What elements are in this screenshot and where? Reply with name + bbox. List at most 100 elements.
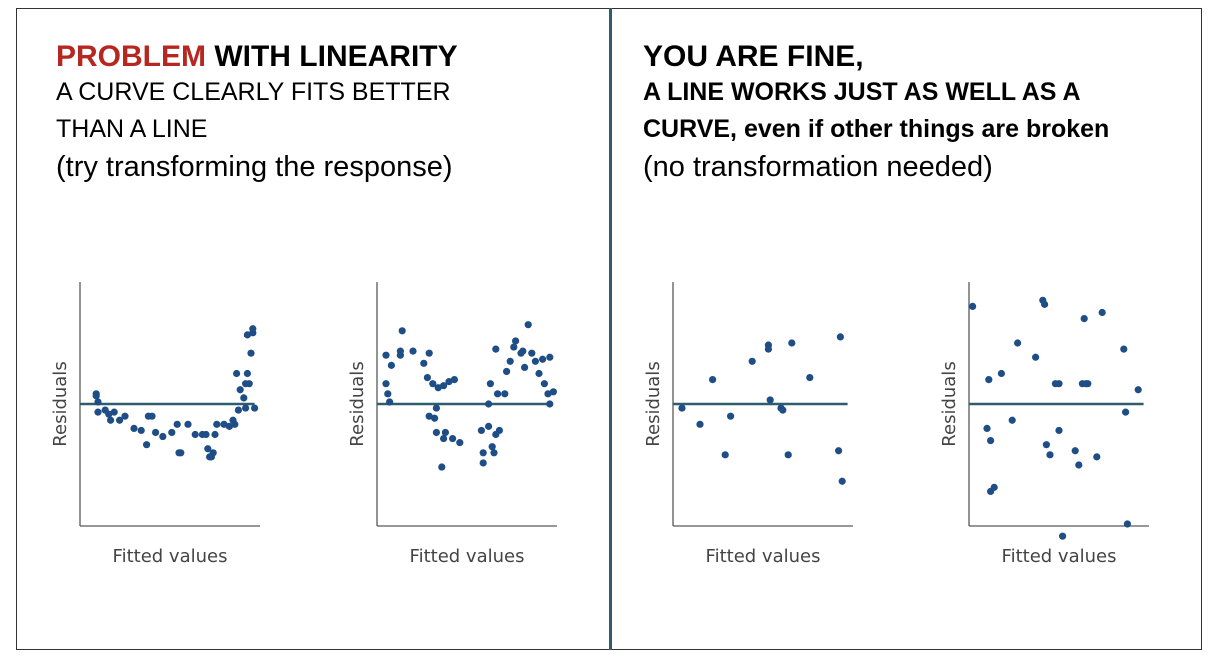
data-point bbox=[1120, 345, 1128, 353]
data-point bbox=[236, 386, 244, 394]
data-point bbox=[546, 400, 554, 408]
data-point bbox=[1055, 380, 1063, 388]
data-point bbox=[94, 408, 102, 416]
data-point bbox=[168, 428, 176, 437]
data-point bbox=[440, 382, 448, 390]
right-subtitle-line-1: A LINE WORKS JUST AS WELL AS A bbox=[643, 78, 1081, 106]
data-point bbox=[1134, 386, 1142, 394]
data-point bbox=[213, 420, 221, 428]
data-point bbox=[159, 432, 167, 441]
data-point bbox=[209, 449, 217, 457]
data-point bbox=[764, 341, 772, 349]
data-point bbox=[696, 420, 704, 428]
data-point bbox=[477, 426, 485, 435]
data-point bbox=[231, 420, 239, 428]
data-point bbox=[449, 434, 457, 443]
data-point bbox=[1032, 353, 1040, 361]
y-axis-label: Residuals bbox=[939, 361, 960, 446]
data-point bbox=[456, 439, 464, 447]
left-heading: PROBLEM WITH LINEARITY A CURVE CLEARLY F… bbox=[56, 40, 458, 186]
data-point bbox=[490, 449, 498, 457]
x-axis-label: Fitted values bbox=[410, 546, 525, 567]
data-point bbox=[130, 424, 138, 432]
data-point bbox=[1071, 447, 1079, 455]
data-point bbox=[1008, 416, 1016, 424]
left-title-rest: WITH LINEARITY bbox=[206, 40, 458, 73]
data-point bbox=[429, 380, 437, 388]
data-point bbox=[540, 380, 548, 388]
x-axis-label: Fitted values bbox=[706, 546, 821, 567]
data-point bbox=[143, 441, 151, 449]
data-point bbox=[539, 355, 547, 363]
data-point bbox=[990, 483, 998, 491]
data-point bbox=[969, 302, 977, 310]
data-point bbox=[177, 449, 185, 457]
data-point bbox=[173, 420, 181, 428]
left-title: PROBLEM WITH LINEARITY bbox=[56, 40, 458, 74]
data-point bbox=[220, 420, 228, 428]
data-point bbox=[488, 443, 496, 451]
data-point bbox=[184, 420, 192, 428]
data-point bbox=[1080, 315, 1088, 323]
data-point bbox=[788, 339, 796, 347]
chart-flat-residuals-1: Residuals Fitted values bbox=[643, 282, 853, 567]
data-point bbox=[107, 416, 115, 424]
data-point bbox=[1014, 339, 1022, 347]
data-point bbox=[985, 376, 993, 384]
panel-divider bbox=[609, 8, 612, 650]
data-point bbox=[398, 327, 406, 335]
data-point bbox=[519, 347, 527, 355]
data-point bbox=[387, 361, 395, 369]
data-point bbox=[441, 428, 449, 437]
data-point bbox=[1122, 408, 1130, 416]
data-point bbox=[382, 351, 390, 359]
data-point bbox=[501, 390, 509, 398]
data-point bbox=[766, 396, 774, 404]
data-point bbox=[997, 369, 1005, 378]
data-point bbox=[479, 449, 487, 457]
data-point bbox=[983, 424, 991, 432]
data-point bbox=[152, 428, 160, 437]
data-point bbox=[524, 321, 532, 329]
data-point bbox=[521, 363, 529, 371]
data-point bbox=[486, 380, 494, 388]
data-point bbox=[234, 406, 242, 414]
data-point bbox=[432, 404, 440, 412]
right-subtitle-line-2: CURVE, even if other things are broken bbox=[643, 115, 1110, 143]
data-point bbox=[245, 380, 253, 388]
data-point bbox=[432, 428, 440, 437]
data-point bbox=[1041, 300, 1049, 308]
data-point bbox=[779, 406, 787, 414]
data-point bbox=[510, 343, 518, 351]
data-point bbox=[1059, 532, 1067, 540]
data-point bbox=[105, 410, 113, 418]
data-point bbox=[678, 404, 686, 412]
x-axis-label: Fitted values bbox=[113, 546, 228, 567]
chart-flat-residuals-2: Residuals Fitted values bbox=[939, 282, 1149, 567]
right-heading: YOU ARE FINE, A LINE WORKS JUST AS WELL … bbox=[643, 40, 1109, 186]
data-point bbox=[535, 369, 543, 378]
y-axis-label: Residuals bbox=[50, 361, 71, 446]
data-point bbox=[1046, 451, 1054, 459]
chart-curved-residuals-2: Residuals Fitted values bbox=[347, 282, 557, 567]
data-point bbox=[727, 412, 735, 420]
problem-word: PROBLEM bbox=[56, 40, 206, 73]
y-axis-label: Residuals bbox=[643, 361, 664, 446]
data-point bbox=[137, 426, 145, 435]
data-point bbox=[225, 422, 233, 430]
data-point bbox=[191, 430, 199, 439]
data-point bbox=[242, 404, 250, 412]
chart-curved-residuals-1: Residuals Fitted values bbox=[50, 282, 260, 567]
data-point bbox=[249, 325, 257, 333]
data-point bbox=[1075, 461, 1083, 469]
right-note: (no transformation needed) bbox=[643, 151, 993, 183]
data-point bbox=[202, 430, 210, 439]
data-point bbox=[409, 347, 417, 355]
data-point bbox=[512, 337, 520, 345]
data-point bbox=[425, 349, 433, 357]
left-note: (try transforming the response) bbox=[56, 151, 453, 183]
data-point bbox=[494, 390, 502, 398]
left-subtitle-line-1: A CURVE CLEARLY FITS BETTER bbox=[56, 78, 451, 106]
data-point bbox=[838, 477, 846, 485]
data-point bbox=[1123, 520, 1131, 528]
